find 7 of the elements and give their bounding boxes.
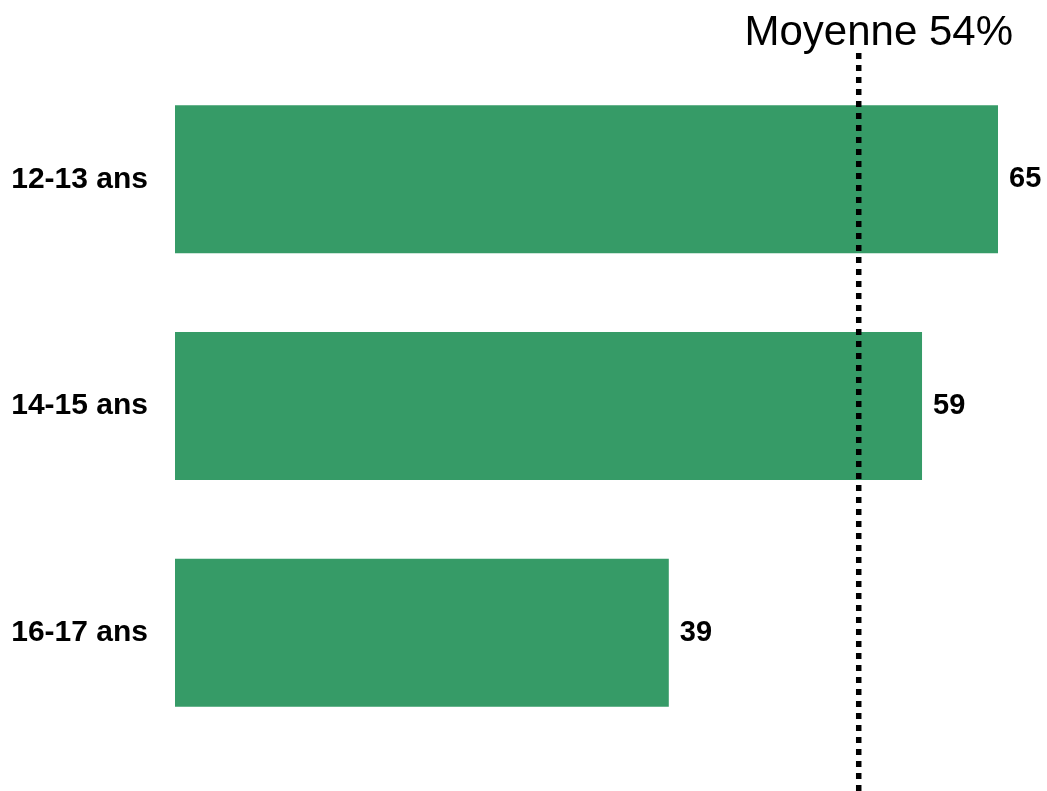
y-tick-label: 16-17 ans [11,613,148,647]
ref-line-label: Moyenne 54% [744,7,1013,54]
y-tick-label: 12-13 ans [11,160,148,194]
data-label: 39 [679,614,713,647]
data-label: 59 [933,388,966,420]
data-label: 65 [1009,161,1042,194]
y-tick-label: 14-15 ans [11,387,148,421]
